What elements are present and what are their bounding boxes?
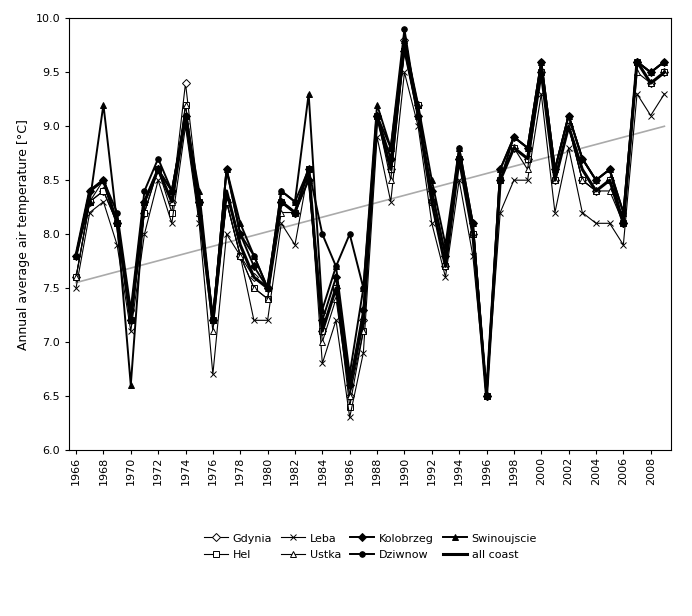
Y-axis label: Annual average air temperature [°C]: Annual average air temperature [°C] [17, 119, 30, 349]
Legend: Gdynia, Hel, Leba, Ustka, Kolobrzeg, Dziwnow, Swinoujscie, all coast: Gdynia, Hel, Leba, Ustka, Kolobrzeg, Dzi… [203, 533, 537, 560]
